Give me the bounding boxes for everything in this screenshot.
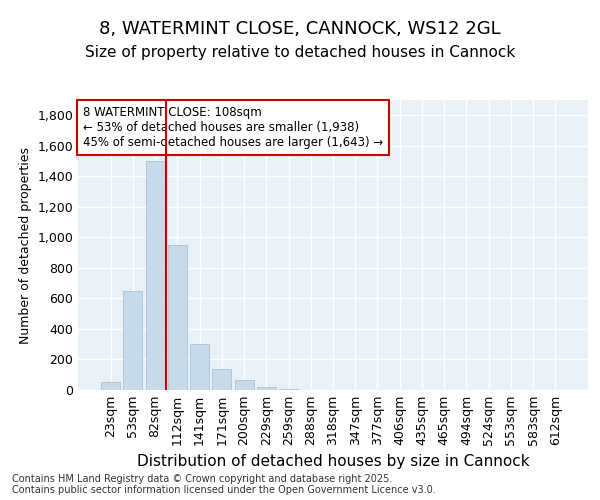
Y-axis label: Number of detached properties: Number of detached properties [19,146,32,344]
Bar [168,245,187,390]
Text: 8, WATERMINT CLOSE, CANNOCK, WS12 2GL: 8, WATERMINT CLOSE, CANNOCK, WS12 2GL [99,20,501,38]
Bar [190,344,209,390]
Bar [146,161,164,390]
X-axis label: Distribution of detached houses by size in Cannock: Distribution of detached houses by size … [137,454,529,468]
Bar [124,291,142,390]
Bar [212,370,231,390]
Text: Size of property relative to detached houses in Cannock: Size of property relative to detached ho… [85,45,515,60]
Bar [257,387,276,390]
Text: 8 WATERMINT CLOSE: 108sqm
← 53% of detached houses are smaller (1,938)
45% of se: 8 WATERMINT CLOSE: 108sqm ← 53% of detac… [83,106,383,149]
Text: Contains public sector information licensed under the Open Government Licence v3: Contains public sector information licen… [12,485,436,495]
Text: Contains HM Land Registry data © Crown copyright and database right 2025.: Contains HM Land Registry data © Crown c… [12,474,392,484]
Bar [279,389,298,390]
Bar [235,380,254,390]
Bar [101,382,120,390]
